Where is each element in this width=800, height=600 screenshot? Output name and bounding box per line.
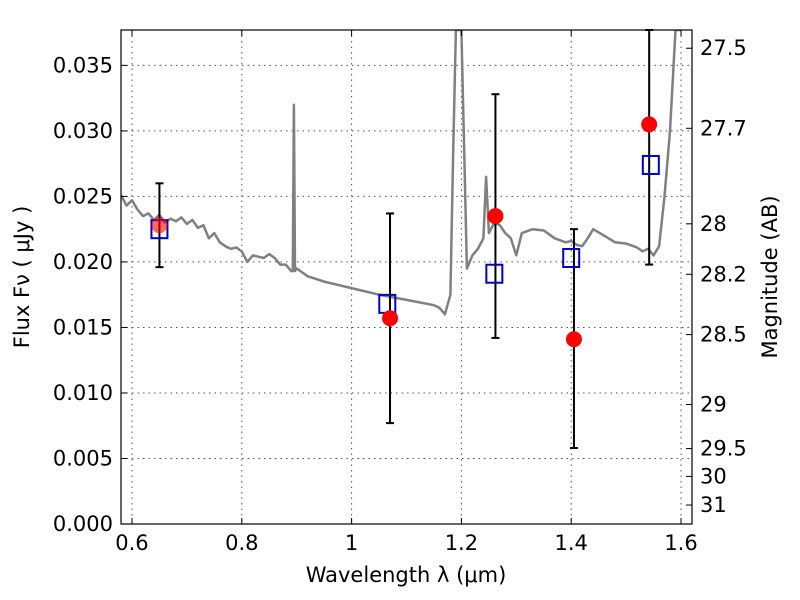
magnitude-tick-label: 29 xyxy=(700,392,727,416)
x-tick-label: 1 xyxy=(345,531,358,555)
tick-layer xyxy=(121,30,692,525)
magnitude-tick-label: 28.2 xyxy=(700,262,747,286)
magnitude-tick-label: 28 xyxy=(700,212,727,236)
x-axis-label: Wavelength λ (μm) xyxy=(306,563,507,587)
magnitude-tick-label: 28.5 xyxy=(700,323,747,347)
model-point xyxy=(641,154,660,175)
y-axis-label: Flux Fν ( μJy ) xyxy=(10,206,34,349)
magnitude-tick-label: 29.5 xyxy=(700,437,747,461)
observed-point xyxy=(565,331,582,348)
x-tick-label: 0.6 xyxy=(115,531,148,555)
plot-frame xyxy=(120,29,693,525)
magnitude-tick-label: 30 xyxy=(700,464,727,488)
x-tick-label: 0.8 xyxy=(225,531,258,555)
x-tick-label: 1.4 xyxy=(555,531,588,555)
observed-point xyxy=(151,217,168,234)
x-tick-label: 1.6 xyxy=(664,531,697,555)
observed-point xyxy=(641,116,658,133)
magnitude-axis-label: Magnitude (AB) xyxy=(758,195,782,358)
x-tick-labels: 0.6 0.8 1 1.2 1.4 1.6 xyxy=(115,531,697,555)
y-tick-label: 0.015 xyxy=(53,315,113,339)
x-tick-label: 1.2 xyxy=(445,531,478,555)
y-tick-label: 0.005 xyxy=(53,446,113,470)
y-tick-label: 0.035 xyxy=(53,53,113,77)
y-tick-labels: 0.000 0.005 0.010 0.015 0.020 0.025 0.030 0.035 xyxy=(53,53,113,536)
magnitude-tick-label: 27.5 xyxy=(700,36,747,60)
magnitude-tick-labels: 27.5 27.7 28 28.2 28.5 29 29.5 30 31 xyxy=(700,36,747,517)
y-tick-label: 0.000 xyxy=(53,512,113,536)
grid-layer xyxy=(121,30,692,525)
magnitude-tick-label: 31 xyxy=(700,493,727,517)
spectrum-line xyxy=(121,30,681,316)
observed-point xyxy=(382,310,399,327)
observed-points xyxy=(151,116,658,348)
magnitude-tick-label: 27.7 xyxy=(700,116,747,140)
y-tick-label: 0.010 xyxy=(53,381,113,405)
y-tick-label: 0.030 xyxy=(53,119,113,143)
y-tick-label: 0.025 xyxy=(53,184,113,208)
observed-point xyxy=(487,208,504,225)
model-point xyxy=(485,263,504,284)
model-point xyxy=(562,248,581,268)
y-tick-label: 0.020 xyxy=(53,250,113,274)
model-points xyxy=(150,154,660,314)
spectrum-layer xyxy=(121,30,681,316)
errorbar-layer xyxy=(155,29,654,449)
